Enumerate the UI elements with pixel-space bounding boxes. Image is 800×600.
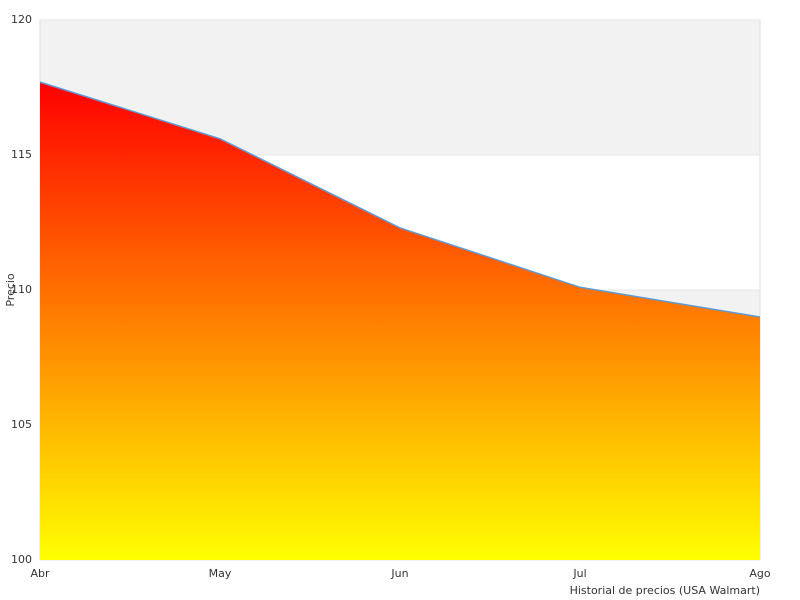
x-axis-label: Historial de precios (USA Walmart) — [570, 584, 760, 597]
x-tick-label: Abr — [30, 567, 50, 580]
x-tick-label: May — [209, 567, 232, 580]
x-tick-label: Jun — [390, 567, 408, 580]
area — [40, 82, 760, 560]
y-tick-label: 100 — [11, 553, 32, 566]
y-tick-label: 105 — [11, 418, 32, 431]
x-tick-label: Jul — [572, 567, 586, 580]
y-axis-label: Precio — [4, 273, 17, 307]
x-tick-label: Ago — [749, 567, 771, 580]
area-line — [39, 81, 761, 318]
y-tick-label: 110 — [11, 283, 32, 296]
y-tick-label: 115 — [11, 148, 32, 161]
y-tick-label: 120 — [11, 13, 32, 26]
